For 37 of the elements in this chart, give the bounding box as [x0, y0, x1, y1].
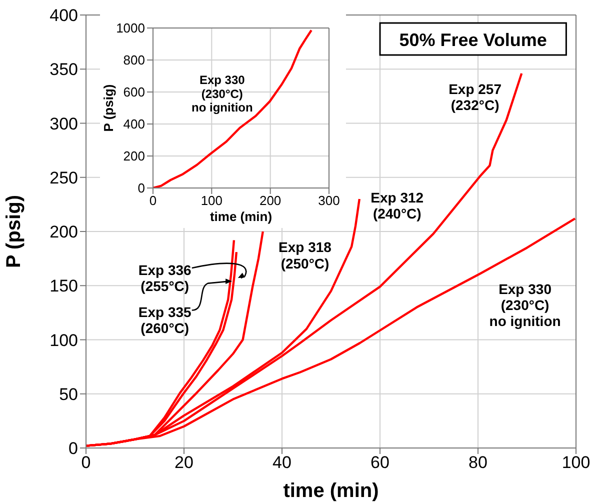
x-tick-label: 100 — [200, 193, 223, 208]
x-tick-label: 60 — [370, 453, 390, 472]
y-tick-label: 300 — [50, 114, 78, 134]
y-tick-label: 200 — [50, 222, 78, 242]
annotation: Exp 335 (260°C) — [138, 304, 192, 336]
annotation: Exp 257 (232°C) — [448, 81, 502, 114]
x-tick-label: 0 — [149, 193, 157, 208]
y-tick-label: 0 — [138, 180, 145, 196]
x-tick-label: 200 — [259, 193, 282, 208]
y-tick-label: 0 — [68, 439, 78, 458]
y-tick-label: 250 — [50, 168, 78, 188]
annotation: Exp 330 (230°C) no ignition — [192, 73, 253, 115]
y-tick-label: 800 — [123, 52, 145, 68]
y-tick-label: 350 — [50, 60, 78, 80]
x-tick-label: 20 — [174, 453, 194, 472]
y-tick-label: 400 — [123, 116, 145, 132]
y-tick-label: 50 — [59, 384, 78, 404]
x-axis-title: time (min) — [210, 209, 272, 224]
y-axis-title: P (psig) — [101, 84, 116, 132]
x-tick-label: 100 — [562, 453, 590, 472]
y-tick-label: 400 — [50, 6, 78, 26]
x-tick-label: 300 — [318, 193, 340, 208]
y-tick-label: 600 — [123, 84, 145, 100]
x-tick-label: 0 — [81, 453, 91, 472]
x-tick-label: 40 — [272, 453, 292, 472]
y-tick-label: 200 — [123, 148, 145, 164]
y-tick-label: 100 — [50, 330, 78, 350]
x-tick-label: 80 — [468, 453, 488, 472]
annotation: Exp 330 (230°C) no ignition — [489, 280, 561, 330]
y-tick-label: 1000 — [116, 20, 145, 36]
y-tick-label: 150 — [50, 276, 78, 296]
annotation: Exp 318 (250°C) — [278, 239, 332, 272]
annotation: Exp 312 (240°C) — [370, 189, 424, 222]
text: 50% Free Volume — [399, 30, 547, 50]
y-axis-title: P (psig) — [3, 195, 25, 268]
annotation: Exp 336 (255°C) — [138, 262, 192, 294]
x-axis-title: time (min) — [283, 480, 379, 502]
